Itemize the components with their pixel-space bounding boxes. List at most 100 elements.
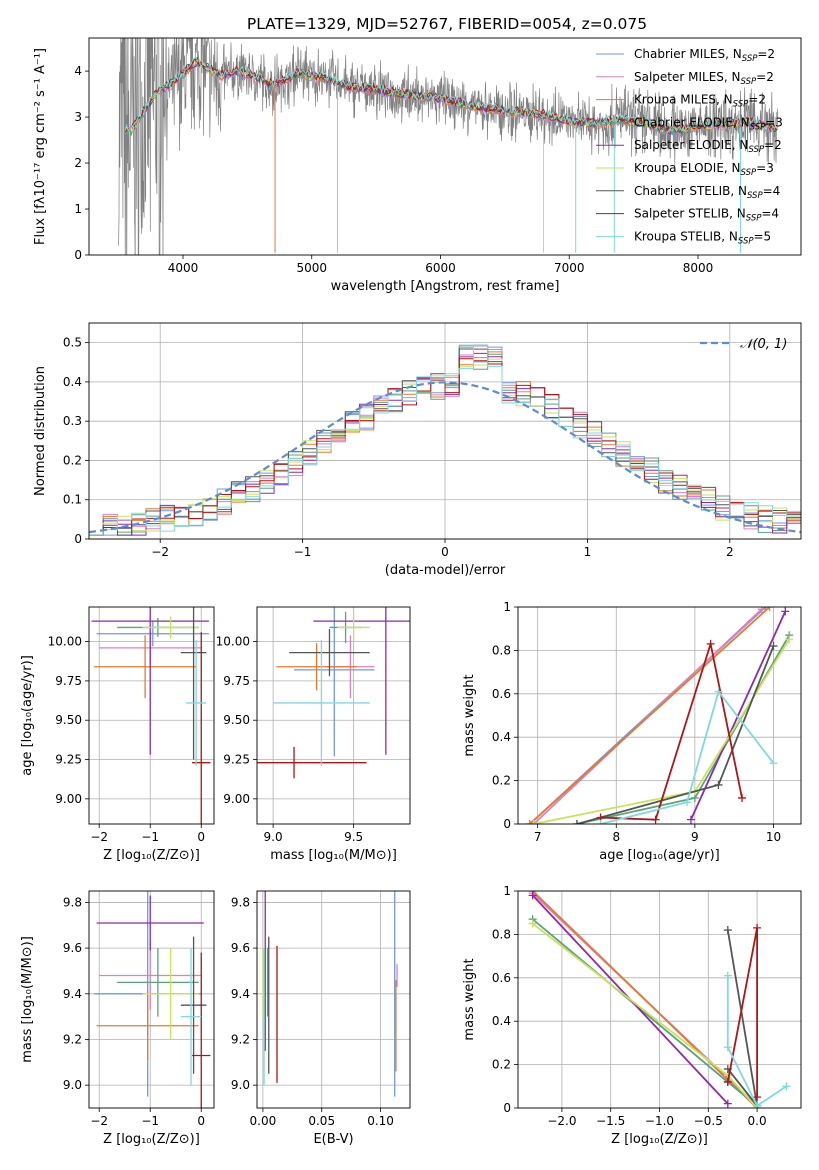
weights_vs_age-frame [517, 606, 802, 825]
age_vs_mass-xtick-label: 9.5 [344, 830, 363, 844]
age_vs_Z-panel: −2 −1 0 9.00 9.25 9.50 9.75 10.00 Z [log₁₀(Z/Z⊙)… [20, 606, 215, 863]
spectrum-panel: 4000 5000 6000 7000 8000 0 1 2 3 4 wavelength [Ang… [33, 37, 802, 294]
weights_vs_Z-marker-kroupa_stelib [782, 1082, 791, 1091]
weights_vs_age-marker-kroupa_elodie [785, 635, 794, 644]
weights_vs_Z-ytick-label: 1 [503, 884, 511, 898]
age_vs_mass-point [257, 746, 367, 779]
weights_vs_age-marker-kroupa_miles [525, 820, 534, 824]
spectrum-ytick-label: 4 [74, 64, 82, 78]
weights_vs_Z-line-kroupa_stelib [726, 975, 787, 1108]
weights_vs_Z-xtick-label: 0.0 [748, 1114, 767, 1128]
weights_vs_Z-ytick-label: 0.6 [492, 971, 511, 985]
mass_vs_Z-point [96, 895, 204, 951]
normal-legend-label: 𝒩(0, 1) [740, 337, 787, 352]
weights_vs_Z-xtick-label: −2.0 [547, 1114, 576, 1128]
weights_vs_Z-marker-kroupa_stelib [753, 1101, 762, 1108]
weights_vs_Z-ytick-label: 0.2 [492, 1058, 511, 1072]
weights_vs_age-xtick-label: 7 [534, 830, 542, 844]
mass_vs_Z-plot-area [94, 891, 211, 1108]
residuals-ytick-label: 0.1 [63, 493, 82, 507]
weights_vs_Z-ytick-label: 0.4 [492, 1014, 511, 1028]
weights_vs_Z-marker-kroupa_stelib [723, 1043, 732, 1052]
spectrum-frame [88, 37, 802, 256]
weights_vs_age-ytick-label: 1 [503, 600, 511, 614]
mass_vs_Z-xtick-label: −2 [90, 1114, 108, 1128]
weights_vs_Z-ytick-label: 0 [503, 1101, 511, 1115]
mass_vs_Z-ytick-label: 9.2 [63, 1032, 82, 1046]
weights_vs_Z-ytick-label: 0.8 [492, 927, 511, 941]
histogram-salpeter_stelib [89, 358, 801, 536]
mass_vs_Z-ylabel: mass [log₁₀(M/M⊙)] [20, 936, 35, 1063]
age_vs_Z-point [192, 632, 211, 824]
weights_vs_Z-marker-chabrier_stelib [723, 926, 732, 935]
weights_vs_age-plot-area [525, 607, 794, 824]
spectrum-data-line [118, 38, 778, 255]
spectrum-ytick-label: 0 [74, 248, 82, 262]
mass_vs_Z-xtick-label: 0 [197, 1114, 205, 1128]
normal-curve [89, 381, 801, 534]
age_vs_mass-point [313, 607, 410, 755]
mass_vs_ebv-panel: 0.00 0.05 0.10 9.0 9.2 9.4 9.6 9.8 E(B-V) [231, 890, 411, 1147]
weights_vs_age-marker-salpeter_elodie [781, 607, 790, 616]
spectrum-ytick-label: 3 [74, 110, 82, 124]
spectrum-ytick-label: 1 [74, 202, 82, 216]
weights_vs_age-line-kroupa_miles [529, 607, 771, 824]
age_vs_mass-ytick-label: 9.75 [223, 674, 250, 688]
age_vs_mass-plot-area [257, 607, 410, 779]
age_vs_mass-ytick-label: 9.50 [223, 713, 250, 727]
mass_vs_ebv-xtick-label: 0.00 [250, 1114, 277, 1128]
weights_vs_age-panel: 7 8 9 10 0 0.2 0.4 0.6 0.8 1 age [log₁₀(age/yr)] ma… [462, 600, 802, 863]
weights_vs_age-marker-kroupa_stelib [714, 687, 723, 696]
spectrum-xtick-label: 7000 [554, 261, 585, 275]
age_vs_Z-ytick-label: 9.50 [55, 713, 82, 727]
mass_vs_ebv-xtick-label: 0.05 [308, 1114, 335, 1128]
residuals-xtick-label: 2 [726, 545, 734, 559]
weights_vs_age-marker-chabrier_stelib [769, 642, 778, 651]
age_vs_mass-ytick-label: 9.00 [223, 792, 250, 806]
legend-label: Salpeter MILES, NSSP=2 [634, 70, 774, 87]
age_vs_Z-frame [88, 606, 215, 825]
weights_vs_age-marker-chabrier_stelib [572, 820, 581, 824]
weights_vs_age-ytick-label: 0.4 [492, 730, 511, 744]
mass_vs_Z-point [180, 936, 207, 1074]
weights_vs_Z-ylabel: mass weight [462, 958, 477, 1040]
weights_vs_Z-frame [517, 890, 802, 1109]
age_vs_mass-point [276, 643, 357, 691]
legend-label: Chabrier STELIB, NSSP=4 [634, 184, 780, 201]
spectrum-plot-area [118, 38, 778, 255]
age_vs_Z-point [96, 621, 209, 647]
age_vs_Z-ylabel: age [log₁₀(age/yr)] [20, 655, 35, 776]
age_vs_mass-point [273, 640, 370, 766]
age_vs_mass-ytick-label: 9.25 [223, 753, 250, 767]
residuals-ytick-label: 0.5 [63, 336, 82, 350]
residuals-xtick-label: 0 [441, 545, 449, 559]
age_vs_mass-frame [256, 606, 411, 825]
weights_vs_Z-xtick-label: −1.0 [645, 1114, 674, 1128]
weights_vs_Z-marker-salpeter_elodie [528, 891, 537, 900]
legend-label: Kroupa ELODIE, NSSP=3 [634, 161, 774, 178]
age_vs_Z-xtick-label: 0 [197, 830, 205, 844]
age_vs_Z-plot-area [91, 607, 211, 824]
mass_vs_Z-point [180, 948, 202, 1086]
spectrum-legend: Chabrier MILES, NSSP=2 Salpeter MILES, NS… [596, 47, 783, 246]
weights_vs_age-marker-kroupa_elodie [529, 820, 538, 824]
age_vs_Z-point [94, 635, 197, 699]
spectrum-xtick-label: 6000 [425, 261, 456, 275]
weights_vs_age-marker-kroupa_stelib [683, 798, 692, 807]
weights_vs_age-ytick-label: 0 [503, 817, 511, 831]
spectrum-ylabel: Flux [fλ10⁻¹⁷ erg cm⁻² s⁻¹ A⁻¹] [33, 48, 48, 245]
legend-label: Chabrier MILES, NSSP=2 [634, 47, 775, 64]
mass_vs_ebv-ytick-label: 9.8 [231, 895, 250, 909]
mass_vs_ebv-ytick-label: 9.2 [231, 1032, 250, 1046]
mass_vs_Z-ytick-label: 9.8 [63, 895, 82, 909]
mass_vs_ebv-xtick-label: 0.10 [367, 1114, 394, 1128]
legend-label: Salpeter STELIB, NSSP=4 [634, 207, 779, 224]
mass_vs_Z-frame [88, 890, 215, 1109]
mass_vs_ebv-ytick-label: 9.6 [231, 941, 250, 955]
mass_vs_ebv-plot-area [262, 891, 398, 1097]
weights_vs_age-marker-kroupa_miles [765, 607, 774, 611]
legend-label: Kroupa STELIB, NSSP=5 [634, 229, 771, 246]
residuals-ylabel: Normed distribution [33, 366, 48, 496]
weights_vs_age-marker-salpeter_stelib [706, 639, 715, 648]
legend-label: Chabrier ELODIE, NSSP=3 [634, 115, 783, 132]
